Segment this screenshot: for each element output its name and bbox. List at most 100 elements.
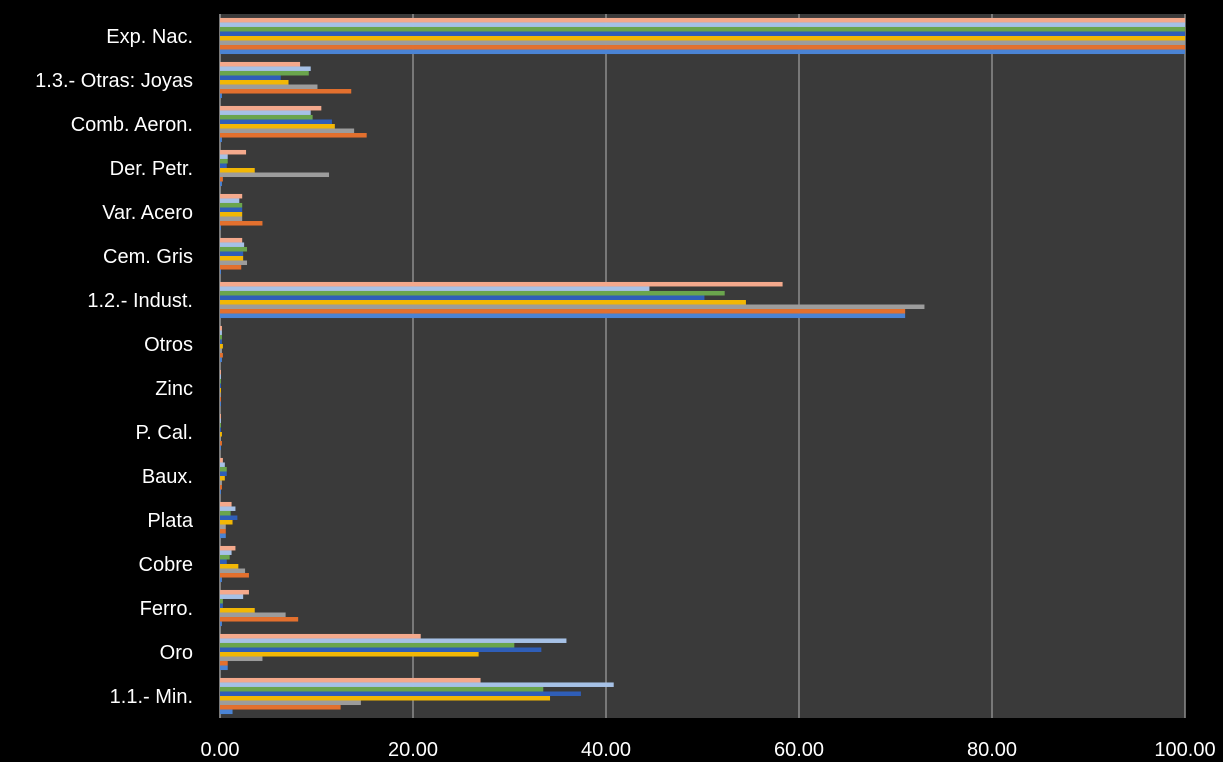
bar (220, 378, 221, 384)
bar (220, 652, 479, 657)
bar (220, 691, 581, 696)
bar (220, 392, 221, 398)
bar (220, 598, 223, 604)
bar (220, 36, 1185, 41)
bar (220, 114, 313, 120)
bar (220, 137, 222, 143)
x-tick-label: 0.00 (201, 739, 240, 761)
category-label: P. Cal. (136, 422, 193, 444)
plot-area-background (220, 14, 1185, 718)
bar (220, 225, 221, 231)
bar (220, 181, 222, 187)
bar (220, 300, 746, 305)
bar (220, 476, 225, 481)
bars (220, 17, 1185, 715)
bar (220, 89, 352, 94)
bar (220, 177, 223, 182)
bar (220, 427, 221, 432)
bar (220, 677, 481, 683)
bar (220, 441, 222, 446)
bar (220, 163, 227, 168)
bar (220, 260, 248, 266)
bar (220, 172, 330, 178)
bar (220, 49, 1185, 55)
bar (220, 506, 236, 511)
bar (220, 533, 226, 539)
bar (220, 26, 1185, 32)
bar (220, 436, 221, 442)
bar (220, 66, 311, 71)
bar (220, 559, 227, 564)
category-label: Exp. Nac. (106, 26, 193, 48)
bar (220, 554, 230, 560)
bar (220, 309, 906, 314)
bar (220, 594, 244, 599)
bar (220, 281, 783, 287)
x-tick-label: 20.00 (388, 739, 438, 761)
bar (220, 501, 232, 507)
bar (220, 61, 301, 67)
x-tick-label: 100.00 (1154, 739, 1215, 761)
bar (220, 207, 243, 212)
bar (220, 269, 221, 275)
bar (220, 510, 231, 516)
bar (220, 105, 322, 111)
category-label: Cem. Gris (103, 246, 193, 268)
bar (220, 573, 249, 578)
bar (220, 334, 222, 340)
bar (220, 313, 906, 319)
bar (220, 93, 222, 99)
category-label: Otros (144, 334, 193, 356)
bar (220, 80, 289, 85)
bar (220, 422, 221, 428)
bar (220, 432, 222, 437)
bar (220, 665, 228, 671)
bar (220, 256, 244, 261)
category-label: Baux. (142, 466, 193, 488)
bar (220, 621, 222, 627)
bar (220, 397, 221, 402)
category-label: Zinc (155, 378, 193, 400)
bar (220, 339, 222, 344)
bar (220, 520, 233, 525)
x-tick-label: 60.00 (774, 739, 824, 761)
bar (220, 550, 232, 555)
bar (220, 564, 239, 569)
category-labels: Exp. Nac. 1.3.- Otras: Joyas Comb. Aeron. D… (35, 26, 194, 708)
bar (220, 374, 221, 379)
category-label: Comb. Aeron. (71, 114, 193, 136)
bar (220, 656, 263, 662)
bar (220, 445, 221, 451)
bar (220, 457, 223, 463)
x-axis-tick-labels: 0.00 20.00 40.00 60.00 80.00 100.00 (201, 739, 1216, 761)
bar (220, 529, 226, 534)
bar (220, 466, 227, 472)
bar (220, 295, 705, 300)
bar (220, 647, 542, 652)
category-label: Oro (160, 642, 193, 664)
bar (220, 577, 222, 583)
bar (220, 286, 650, 291)
bar (220, 251, 244, 256)
category-label: 1.2.- Indust. (87, 290, 193, 312)
bar (220, 348, 222, 354)
bar (220, 617, 299, 622)
bar (220, 608, 255, 613)
category-label: Plata (147, 510, 193, 532)
bar (220, 589, 249, 595)
bar (220, 642, 515, 648)
bar (220, 330, 222, 335)
bar (220, 369, 221, 375)
bar (220, 198, 240, 203)
bar (220, 17, 1185, 23)
bar (220, 84, 318, 90)
bar (220, 290, 725, 296)
bar (220, 709, 233, 715)
bar (220, 401, 221, 407)
bar (220, 661, 228, 666)
bar (220, 31, 1185, 36)
bar (220, 110, 311, 115)
x-tick-label: 80.00 (967, 739, 1017, 761)
bar (220, 149, 247, 155)
